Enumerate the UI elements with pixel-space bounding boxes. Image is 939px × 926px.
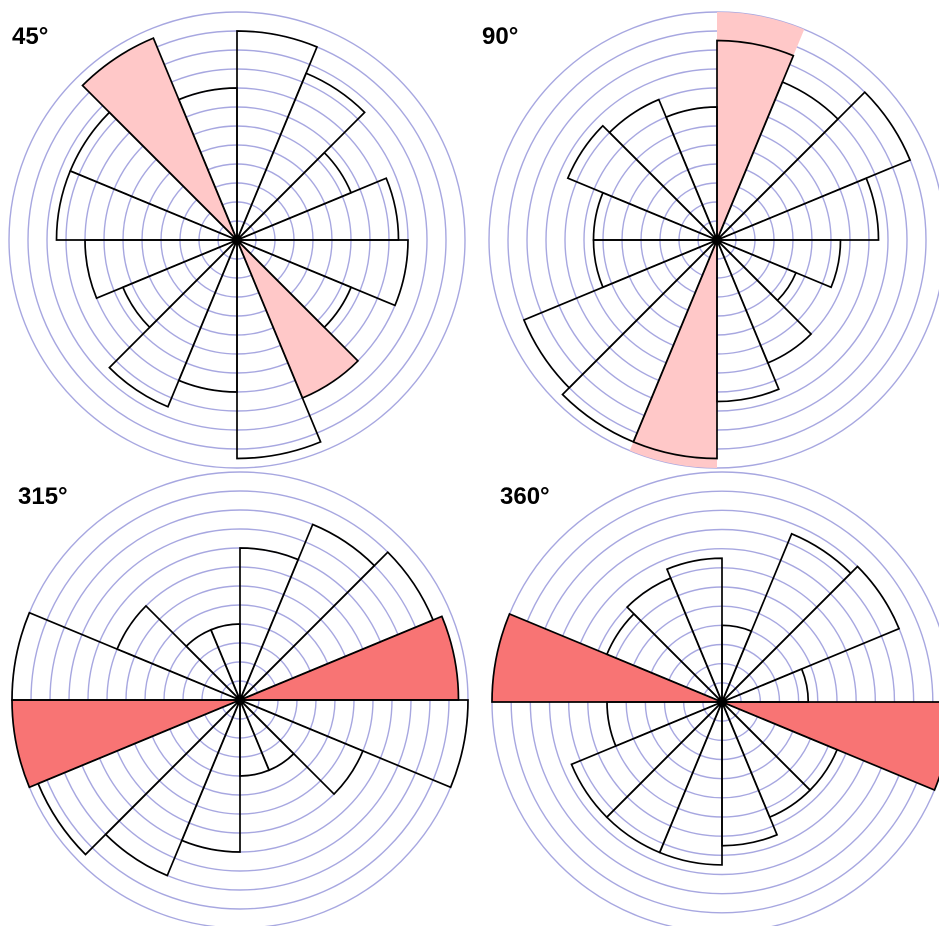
polar-bar-9 <box>561 239 718 443</box>
polar-panel-315: 315° <box>11 471 469 926</box>
center-hub <box>717 697 727 707</box>
polar-bar-14 <box>608 98 718 241</box>
highlight-sector <box>237 240 358 398</box>
polar-bar-3 <box>236 177 400 241</box>
highlight-sector <box>240 616 459 700</box>
polar-bar-5 <box>239 699 364 796</box>
polar-bar-13 <box>566 124 718 241</box>
center-hub <box>232 235 242 245</box>
polar-bar-12 <box>491 612 723 703</box>
highlight-sector <box>82 38 237 240</box>
polar-bar-4 <box>239 699 469 789</box>
polar-bar-7 <box>236 239 322 460</box>
polar-panel-45: 45° <box>8 11 466 469</box>
polar-panel-360: 360° <box>491 471 939 926</box>
polar-bar-13 <box>116 604 241 701</box>
polar-bar-9 <box>108 239 238 408</box>
grid-ring <box>8 11 466 469</box>
panel-title-45: 45° <box>12 23 48 50</box>
highlight-sector <box>629 240 717 468</box>
polar-bar-3 <box>716 177 880 241</box>
polar-bar-10 <box>570 701 723 819</box>
polar-bar-15 <box>665 557 723 703</box>
polar-bar-14 <box>81 37 238 241</box>
panel-title-90: 90° <box>482 23 518 50</box>
highlight-sector <box>492 613 722 702</box>
polar-bar-0 <box>236 30 319 241</box>
polar-bar-3 <box>721 667 810 703</box>
polar-bar-7 <box>716 239 780 403</box>
polar-bar-0 <box>716 39 795 241</box>
polar-bar-4 <box>716 239 842 289</box>
center-hub <box>235 695 245 705</box>
panel-title-360: 360° <box>500 483 550 510</box>
polar-bar-4 <box>236 239 409 307</box>
polar-bar-2 <box>721 565 901 703</box>
polar-bar-12 <box>11 611 241 701</box>
polar-bar-4 <box>721 701 939 792</box>
polar-bar-10 <box>522 239 718 389</box>
highlight-sector <box>12 700 240 788</box>
polar-bar-1 <box>236 72 366 241</box>
polar-bar-15 <box>209 623 241 701</box>
center-hub <box>712 235 722 245</box>
polar-panel-90: 90° <box>482 11 939 469</box>
polar-bar-1 <box>721 532 852 703</box>
polar-bar-15 <box>664 106 718 241</box>
polar-bar-11 <box>592 239 718 289</box>
polar-bar-2 <box>716 91 912 241</box>
panel-title-315: 315° <box>18 483 68 510</box>
polar-bar-15 <box>177 87 238 241</box>
highlight-sector <box>717 12 805 240</box>
